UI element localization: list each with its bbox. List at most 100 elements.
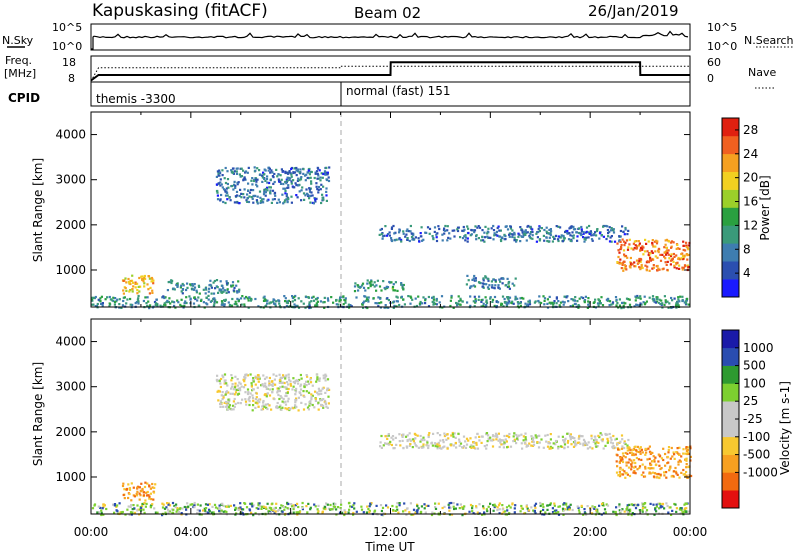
heatmap-cell	[248, 400, 251, 403]
heatmap-cell	[246, 297, 249, 300]
heatmap-cell	[242, 169, 245, 172]
heatmap-cell	[572, 225, 575, 228]
heatmap-cell	[567, 238, 571, 241]
heatmap-cell	[138, 498, 141, 501]
heatmap-cell	[394, 239, 397, 242]
heatmap-cell	[451, 229, 454, 232]
heatmap-cell	[495, 230, 498, 233]
heatmap-cell	[517, 302, 520, 305]
heatmap-cell	[222, 510, 225, 513]
heatmap-cell	[486, 286, 490, 289]
heatmap-cell	[469, 437, 472, 440]
heatmap-cell	[318, 377, 321, 380]
heatmap-cell	[217, 172, 220, 175]
heatmap-cell	[353, 502, 356, 505]
heatmap-cell	[317, 188, 320, 191]
heatmap-cell	[404, 435, 408, 438]
heatmap-cell	[484, 236, 487, 239]
heatmap-cell	[238, 202, 241, 205]
heatmap-cell	[461, 514, 464, 517]
heatmap-cell	[482, 304, 485, 307]
heatmap-cell	[306, 171, 309, 174]
heatmap-cell	[304, 403, 307, 406]
heatmap-cell	[353, 290, 357, 293]
heatmap-cell	[520, 504, 523, 508]
heatmap-cell	[595, 509, 598, 512]
heatmap-cell	[626, 449, 629, 452]
heatmap-cell	[594, 231, 597, 234]
heatmap-cell	[616, 454, 619, 457]
heatmap-cell	[300, 300, 303, 303]
heatmap-cell	[128, 281, 131, 284]
heatmap-cell	[568, 507, 571, 510]
heatmap-cell	[165, 301, 168, 304]
heatmap-cell	[422, 443, 425, 446]
colorbar-swatch	[722, 189, 739, 208]
heatmap-cell	[497, 504, 501, 507]
heatmap-cell	[367, 287, 370, 290]
heatmap-cell	[284, 506, 287, 509]
heatmap-cell	[634, 507, 638, 510]
heatmap-cell	[685, 302, 688, 305]
heatmap-cell	[278, 373, 281, 376]
heatmap-cell	[651, 243, 654, 246]
heatmap-cell	[507, 302, 510, 305]
heatmap-cell	[219, 198, 222, 201]
heatmap-cell	[530, 506, 533, 509]
heatmap-cell	[478, 226, 482, 229]
heatmap-cell	[617, 255, 620, 259]
heatmap-cell	[682, 266, 685, 269]
heatmap-cell	[254, 406, 257, 409]
heatmap-cell	[285, 374, 288, 377]
heatmap-cell	[618, 503, 621, 506]
heatmap-cell	[285, 180, 288, 183]
heatmap-cell	[164, 296, 167, 299]
heatmap-cell	[320, 389, 323, 392]
heatmap-cell	[589, 230, 592, 233]
heatmap-cell	[470, 444, 473, 447]
heatmap-cell	[208, 503, 211, 506]
heatmap-cell	[453, 507, 456, 511]
heatmap-cell	[292, 504, 295, 507]
heatmap-cell	[317, 408, 320, 411]
heatmap-cell	[225, 382, 228, 385]
heatmap-cell	[628, 238, 631, 241]
heatmap-cell	[266, 403, 270, 406]
heatmap-cell	[632, 448, 635, 451]
heatmap-cell	[390, 436, 393, 439]
heatmap-cell	[687, 510, 691, 513]
heatmap-cell	[151, 482, 154, 486]
heatmap-cell	[407, 295, 410, 298]
heatmap-cell	[615, 298, 618, 301]
heatmap-cell	[134, 282, 137, 285]
heatmap-cell	[567, 506, 570, 509]
heatmap-cell	[327, 179, 331, 183]
heatmap-cell	[498, 278, 501, 281]
colorbar-tick-label: 1000	[743, 341, 774, 355]
heatmap-cell	[395, 238, 398, 241]
heatmap-cell	[315, 182, 318, 185]
heatmap-cell	[319, 188, 322, 191]
heatmap-cell	[576, 300, 579, 303]
heatmap-cell	[359, 285, 362, 288]
heatmap-cell	[238, 381, 241, 384]
colorbar-tick-label: 500	[743, 359, 766, 373]
heatmap-cell	[680, 455, 683, 458]
heatmap-cell	[533, 504, 536, 507]
heatmap-cell	[138, 486, 141, 489]
heatmap-cell	[121, 304, 124, 307]
heatmap-cell	[152, 279, 155, 282]
heatmap-cell	[180, 298, 183, 301]
heatmap-cell	[96, 511, 99, 514]
heatmap-cell	[622, 240, 626, 243]
heatmap-cell	[292, 385, 295, 388]
heatmap-cell	[220, 288, 223, 291]
heatmap-cell	[671, 455, 674, 458]
heatmap-cell	[422, 296, 425, 299]
heatmap-cell	[652, 475, 656, 478]
heatmap-cell	[639, 446, 642, 449]
heatmap-cell	[247, 200, 251, 204]
heatmap-cell	[307, 169, 310, 172]
heatmap-cell	[433, 298, 436, 301]
heatmap-cell	[430, 441, 434, 444]
